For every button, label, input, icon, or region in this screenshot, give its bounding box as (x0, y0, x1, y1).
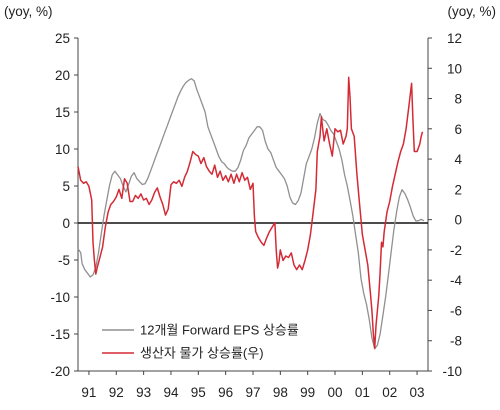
left-tick-label: -5 (58, 253, 70, 268)
right-tick-label: 2 (454, 182, 462, 197)
right-tick-label: -10 (442, 364, 462, 379)
x-tick-label: 94 (163, 385, 179, 400)
right-tick-label: 0 (454, 213, 462, 228)
right-tick-label: 6 (454, 122, 462, 137)
x-tick-label: 92 (109, 385, 124, 400)
right-tick-label: 4 (454, 152, 462, 167)
right-tick-label: 8 (454, 92, 462, 107)
right-tick-label: -8 (450, 334, 462, 349)
x-tick-label: 93 (136, 385, 151, 400)
x-tick-label: 02 (382, 385, 397, 400)
x-axis: 91 92 93 94 95 96 97 98 99 00 01 02 03 (81, 371, 425, 400)
x-tick-label: 95 (191, 385, 206, 400)
x-tick-label: 01 (355, 385, 370, 400)
right-axis-unit: (yoy, %) (447, 4, 496, 19)
left-tick-label: 5 (62, 179, 70, 194)
right-tick-label: -2 (450, 243, 462, 258)
eps-growth-line (77, 78, 425, 350)
x-tick-label: 00 (328, 385, 343, 400)
right-tick-label: 10 (447, 61, 462, 76)
right-axis: 12 10 8 6 4 2 0 -2 -4 -6 -8 -10 (428, 31, 462, 379)
x-tick-label: 96 (218, 385, 233, 400)
left-tick-label: -10 (50, 290, 70, 305)
legend: 12개월 Forward EPS 상승률 생산자 물가 상승률(우) (102, 323, 299, 361)
left-tick-label: 15 (55, 105, 70, 120)
x-tick-label: 98 (273, 385, 288, 400)
plot-frame (77, 38, 429, 372)
ppi-growth-line (77, 76, 424, 350)
series-layer (77, 76, 425, 350)
left-tick-label: -20 (50, 364, 70, 379)
right-tick-label: 12 (447, 31, 462, 46)
left-axis-unit: (yoy, %) (4, 4, 53, 19)
left-tick-label: 0 (62, 216, 70, 231)
x-tick-label: 91 (81, 385, 96, 400)
left-tick-label: 20 (55, 68, 70, 83)
legend-label-eps: 12개월 Forward EPS 상승률 (140, 323, 299, 338)
x-tick-label: 97 (245, 385, 260, 400)
right-tick-label: -4 (450, 273, 462, 288)
left-tick-label: -15 (50, 327, 70, 342)
right-tick-label: -6 (450, 303, 462, 318)
left-axis: 25 20 15 10 5 0 -5 -10 -15 -20 (50, 31, 78, 379)
left-tick-label: 10 (55, 142, 70, 157)
legend-label-ppi: 생산자 물가 상승률(우) (140, 346, 264, 361)
x-tick-label: 03 (410, 385, 425, 400)
left-tick-label: 25 (55, 31, 70, 46)
x-tick-label: 99 (300, 385, 315, 400)
